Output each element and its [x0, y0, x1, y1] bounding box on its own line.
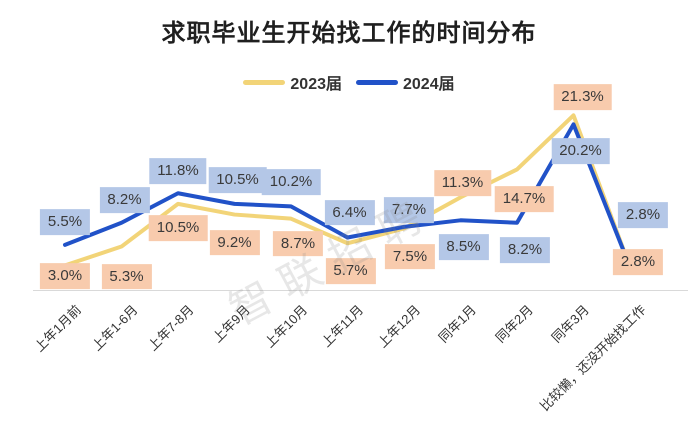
legend: 2023届 2024届 [0, 70, 698, 94]
value-label-2023届-上年12月: 7.5% [384, 243, 436, 270]
value-label-2024届-同年1月: 8.5% [438, 234, 489, 261]
value-label-2024届-比较懒，还没开始找工作: 2.8% [617, 202, 669, 228]
value-label-2023届-同年2月: 14.7% [494, 186, 554, 213]
value-label-2024届-上年1月前: 5.5% [39, 209, 91, 235]
value-label-2023届-上年10月: 8.7% [272, 230, 324, 257]
value-label-2023届-上年1-6月: 5.3% [101, 263, 152, 290]
value-label-2024届-上年1-6月: 8.2% [99, 186, 150, 213]
value-label-2023届-同年1月: 11.3% [433, 170, 492, 197]
legend-label-2024: 2024届 [403, 76, 455, 93]
value-label-2024届-同年2月: 8.2% [499, 236, 551, 263]
value-label-2023届-上年9月: 9.2% [209, 229, 260, 256]
value-label-2024届-上年7-8月: 11.8% [149, 158, 207, 185]
value-label-2024届-同年3月: 20.2% [551, 138, 610, 165]
value-label-2023届-上年11月: 5.7% [325, 258, 376, 285]
value-label-2024届-上年9月: 10.5% [208, 167, 267, 193]
value-label-2023届-上年7-8月: 10.5% [148, 215, 208, 241]
value-label-2023届-比较懒，还没开始找工作: 2.8% [612, 249, 664, 275]
legend-item-2024: 2024届 [356, 70, 455, 94]
legend-item-2023: 2023届 [243, 70, 342, 94]
value-label-2024届-上年12月: 7.7% [383, 196, 435, 223]
x-axis-line [33, 290, 688, 291]
value-label-2023届-上年1月前: 3.0% [39, 263, 91, 290]
value-label-2023届-同年3月: 21.3% [553, 84, 612, 111]
value-label-2024届-上年10月: 10.2% [261, 169, 321, 196]
legend-label-2023: 2023届 [290, 76, 342, 93]
legend-swatch-2023 [243, 79, 286, 85]
legend-swatch-2024 [356, 79, 398, 85]
chart-title: 求职毕业生开始找工作的时间分布 [161, 20, 537, 47]
value-label-2024届-上年11月: 6.4% [324, 199, 375, 226]
